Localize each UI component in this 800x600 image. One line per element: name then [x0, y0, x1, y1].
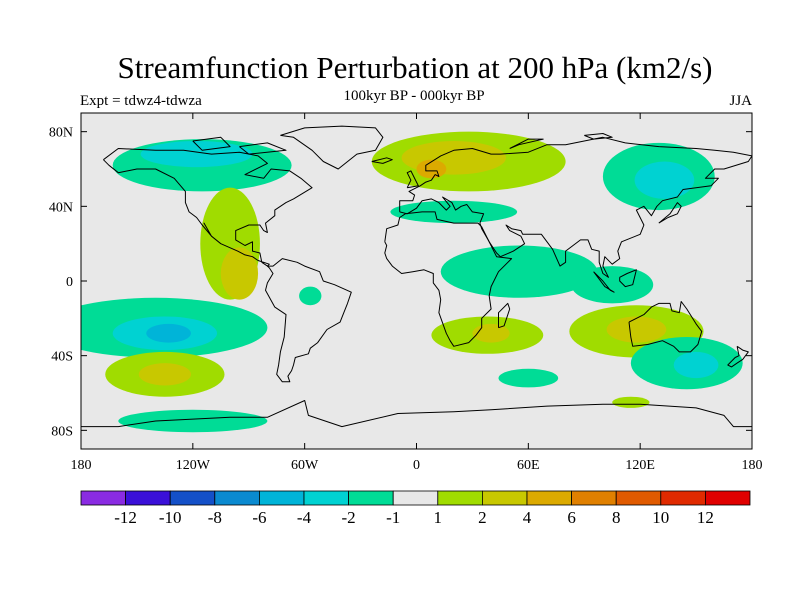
field-region-4	[416, 159, 447, 179]
coastline-15	[192, 136, 231, 151]
x-tick-label-4: 60E	[517, 458, 540, 473]
colorbar-label-11: 8	[612, 508, 621, 527]
y-tick-label-3: 40S	[51, 350, 73, 365]
x-axis: 180 120W 60W 0 60E 120E 180	[71, 113, 763, 473]
colorbar-label-9: 4	[523, 508, 532, 527]
field-region-7	[390, 200, 518, 224]
y-tick-label-4: 80S	[51, 424, 73, 439]
coastline-0	[103, 148, 313, 267]
colorbar-label-10: 6	[567, 508, 576, 527]
field-region-6	[634, 161, 695, 199]
field-region-25	[118, 409, 268, 433]
colorbar-box-6	[348, 490, 394, 506]
field-region-9	[220, 247, 259, 300]
x-tick-label-1: 120W	[176, 458, 211, 473]
field-region-24	[498, 368, 559, 388]
colorbar-label-1: -10	[159, 508, 182, 527]
field-region-26	[612, 396, 650, 408]
colorbar-label-5: -2	[342, 508, 356, 527]
field-region-21	[138, 363, 191, 386]
colorbar-label-13: 12	[697, 508, 714, 527]
colorbar-label-3: -6	[252, 508, 266, 527]
coastline-12	[371, 157, 393, 164]
coastline-9	[593, 271, 615, 293]
x-tick-label-2: 60W	[291, 458, 319, 473]
period-label: 100kyr BP - 000kyr BP	[343, 88, 485, 104]
y-tick-label-0: 80N	[49, 126, 73, 141]
colorbar-box-1	[125, 490, 171, 506]
x-tick-label-0: 180	[71, 458, 92, 473]
y-tick-label-2: 0	[66, 275, 73, 290]
coastline-1	[265, 258, 352, 383]
colorbar-box-12	[615, 490, 662, 506]
field-region-19	[472, 323, 510, 343]
chart-title: Streamfunction Perturbation at 200 hPa (…	[117, 50, 713, 85]
field-regions	[81, 131, 743, 433]
coastline-10	[498, 302, 511, 329]
coastline-4	[399, 136, 752, 278]
colorbar-label-7: 1	[434, 508, 443, 527]
y-axis: 80N 40N 0 40S 80S	[49, 126, 752, 439]
coastline-13	[81, 400, 752, 428]
coastline-16	[509, 138, 544, 149]
field-region-23	[673, 351, 719, 379]
x-tick-label-3: 0	[413, 458, 420, 473]
colorbar: -12 -10 -8 -6 -4 -2 -1 1 2 4 6 8 10 12	[80, 490, 751, 527]
colorbar-box-11	[571, 490, 617, 506]
colorbar-box-2	[169, 490, 216, 506]
colorbar-box-4	[258, 490, 305, 506]
colorbar-box-14	[705, 490, 751, 506]
colorbar-label-12: 10	[652, 508, 669, 527]
colorbar-box-5	[303, 490, 349, 506]
field-region-12	[571, 266, 654, 304]
colorbar-box-0	[80, 490, 126, 506]
experiment-label: Expt = tdwz4-tdwza	[80, 93, 202, 109]
colorbar-box-8	[437, 490, 483, 506]
coastline-6	[727, 345, 749, 368]
colorbar-label-6: -1	[386, 508, 400, 527]
colorbar-box-7	[392, 490, 439, 506]
colorbar-box-10	[526, 490, 572, 506]
coastline-11	[619, 269, 637, 288]
y-tick-label-1: 40N	[49, 200, 73, 215]
field-region-11	[440, 245, 598, 298]
coastlines	[81, 125, 752, 428]
colorbar-label-4: -4	[297, 508, 312, 527]
field-region-17	[606, 316, 667, 343]
x-tick-label-6: 180	[742, 458, 763, 473]
colorbar-label-0: -12	[114, 508, 137, 527]
colorbar-box-9	[481, 490, 528, 506]
coastline-3	[384, 211, 513, 347]
colorbar-box-13	[660, 490, 706, 506]
colorbar-box-3	[214, 490, 260, 506]
field-region-15	[146, 323, 191, 343]
coastline-7	[406, 170, 419, 189]
season-label: JJA	[729, 93, 752, 109]
x-tick-label-5: 120E	[625, 458, 655, 473]
coastline-2	[280, 125, 384, 170]
coastline-17	[584, 133, 613, 140]
colorbar-label-8: 2	[478, 508, 487, 527]
field-region-10	[299, 286, 322, 306]
coastline-5	[628, 301, 703, 353]
coastline-14	[239, 142, 287, 155]
colorbar-label-2: -8	[208, 508, 222, 527]
coastline-8	[658, 202, 682, 224]
